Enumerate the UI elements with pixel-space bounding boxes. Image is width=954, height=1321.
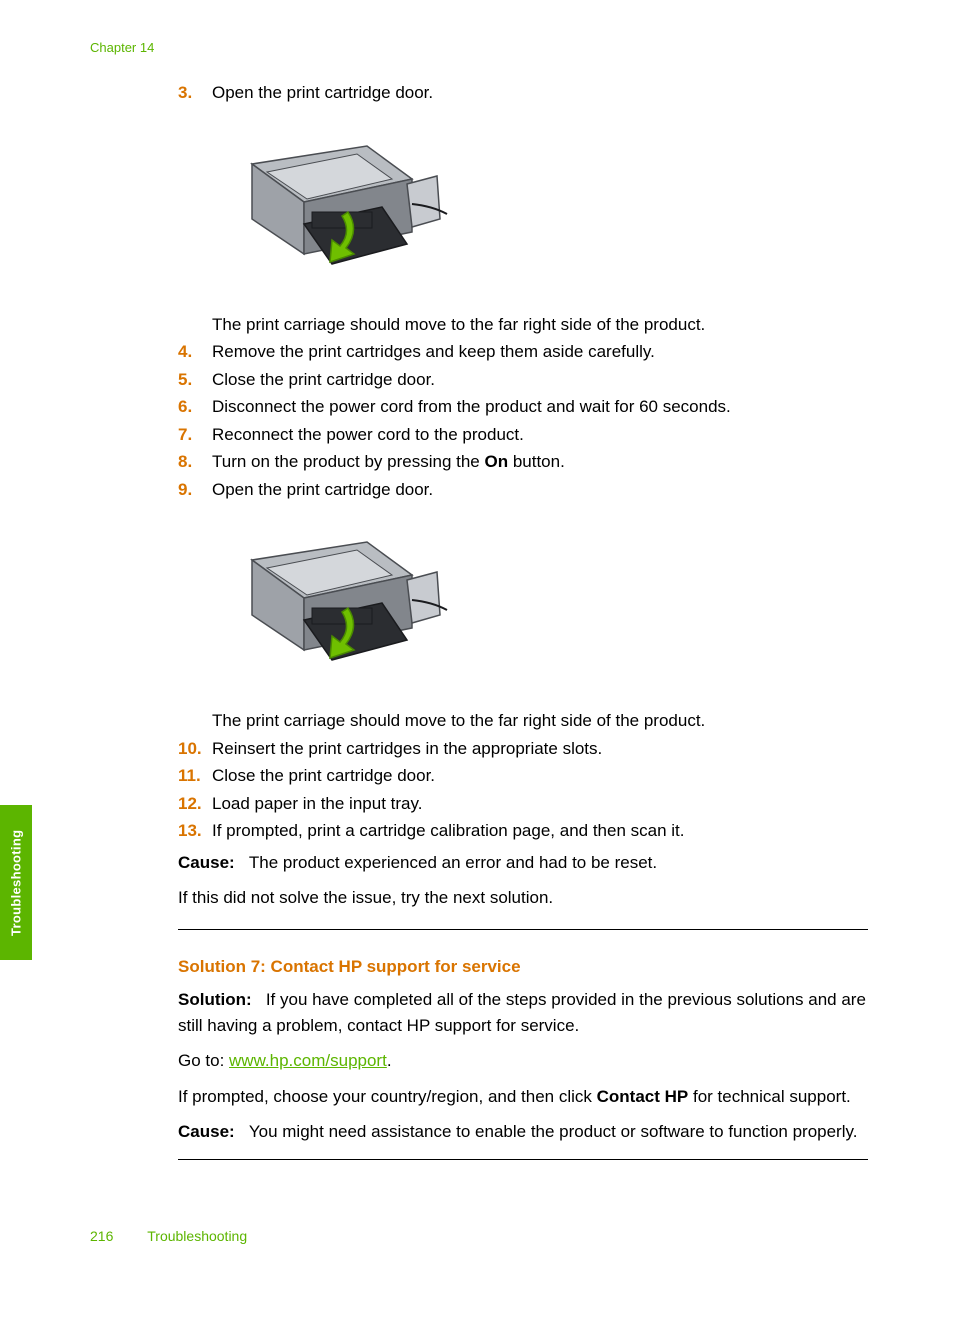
page-footer: 216 Troubleshooting [90,1226,247,1247]
step-number: 9. [178,477,212,503]
section-divider [178,929,868,930]
step-10: 10. Reinsert the print cartridges in the… [178,736,868,762]
step-text: Close the print cartridge door. [212,763,868,789]
step-8: 8. Turn on the product by pressing the O… [178,449,868,475]
step-number: 4. [178,339,212,365]
step-11: 11. Close the print cartridge door. [178,763,868,789]
solution-label: Solution: [178,990,252,1009]
step-number: 11. [178,763,212,789]
solution-body-text: If you have completed all of the steps p… [178,990,866,1035]
step-text: Reconnect the power cord to the product. [212,422,868,448]
step-text: Open the print cartridge door. [212,80,868,106]
printer-illustration-1 [212,124,452,294]
step-4: 4. Remove the print cartridges and keep … [178,339,868,365]
step-text-post: button. [508,452,565,471]
step-text: Disconnect the power cord from the produ… [212,394,868,420]
prompt-line: If prompted, choose your country/region,… [178,1084,868,1110]
cause-line-1: Cause: The product experienced an error … [178,850,868,876]
step-number: 6. [178,394,212,420]
step-number: 5. [178,367,212,393]
goto-pre: Go to: [178,1051,229,1070]
side-tab-troubleshooting: Troubleshooting [0,805,32,960]
image-caption-2: The print carriage should move to the fa… [212,708,868,734]
prompt-bold: Contact HP [597,1087,689,1106]
main-content: 3. Open the print cartridge door. The pr… [178,80,868,1184]
step-5: 5. Close the print cartridge door. [178,367,868,393]
prompt-post: for technical support. [688,1087,851,1106]
step-number: 10. [178,736,212,762]
image-caption-1: The print carriage should move to the fa… [212,312,868,338]
solution-7-body: Solution: If you have completed all of t… [178,987,868,1145]
step-text: Load paper in the input tray. [212,791,868,817]
cause-line-2: Cause: You might need assistance to enab… [178,1119,868,1145]
prompt-pre: If prompted, choose your country/region,… [178,1087,597,1106]
step-9: 9. Open the print cartridge door. [178,477,868,503]
page-number: 216 [90,1228,113,1244]
cause-label: Cause: [178,853,235,872]
step-number: 7. [178,422,212,448]
step-13: 13. If prompted, print a cartridge calib… [178,818,868,844]
step-text: Open the print cartridge door. [212,477,868,503]
solution-text: Solution: If you have completed all of t… [178,987,868,1038]
step-number: 13. [178,818,212,844]
step-text: Reinsert the print cartridges in the app… [212,736,868,762]
step-number: 3. [178,80,212,106]
step-6: 6. Disconnect the power cord from the pr… [178,394,868,420]
step-3: 3. Open the print cartridge door. [178,80,868,106]
cause-text: You might need assistance to enable the … [249,1122,858,1141]
printer-illustration-2 [212,520,452,690]
solution-7-title: Solution 7: Contact HP support for servi… [178,954,868,980]
step-text: Remove the print cartridges and keep the… [212,339,868,365]
chapter-header: Chapter 14 [90,38,154,58]
support-link[interactable]: www.hp.com/support [229,1051,387,1070]
step-text-bold: On [484,452,508,471]
step-7: 7. Reconnect the power cord to the produ… [178,422,868,448]
cause-label: Cause: [178,1122,235,1141]
step-text: Close the print cartridge door. [212,367,868,393]
closing-line: If this did not solve the issue, try the… [178,885,868,911]
section-divider-2 [178,1159,868,1160]
step-text: If prompted, print a cartridge calibrati… [212,818,868,844]
step-number: 12. [178,791,212,817]
goto-line: Go to: www.hp.com/support. [178,1048,868,1074]
goto-post: . [387,1051,392,1070]
step-12: 12. Load paper in the input tray. [178,791,868,817]
step-text: Turn on the product by pressing the On b… [212,449,868,475]
step-number: 8. [178,449,212,475]
cause-text: The product experienced an error and had… [249,853,657,872]
step-text-pre: Turn on the product by pressing the [212,452,484,471]
footer-section: Troubleshooting [147,1228,247,1244]
